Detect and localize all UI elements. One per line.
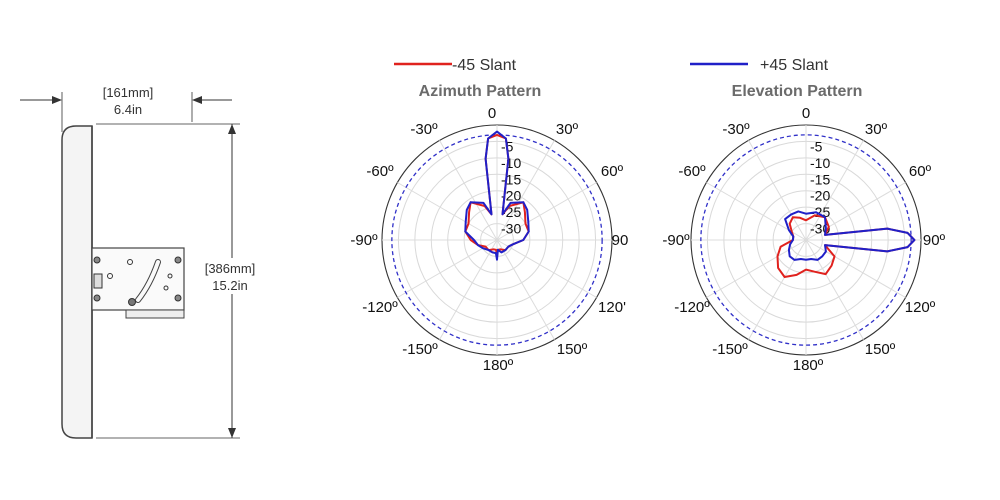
polar-grid-spoke: [805, 140, 864, 241]
polar-grid-spoke: [397, 239, 498, 298]
bracket-bolt: [93, 294, 101, 302]
width-mm-label: [161mm]: [103, 85, 154, 100]
bracket-clamp: [93, 273, 103, 289]
polar-trace-neg45: [776, 214, 916, 278]
polar-grid-spoke: [496, 182, 597, 241]
az-angle-60: 60º: [601, 163, 624, 180]
legend: -45 Slant +45 Slant: [394, 57, 829, 74]
antenna-side-view: [161mm] 6.4in [386mm] 15.2in: [20, 85, 266, 439]
az-angle-m60: -60º: [366, 163, 394, 180]
legend-label-pos45: +45 Slant: [760, 57, 829, 74]
azimuth-traces: [464, 130, 530, 261]
az-angle-m150: -150º: [402, 341, 438, 358]
el-angle-0: 0: [802, 105, 810, 122]
el-angle-150: 150º: [865, 341, 896, 358]
az-angle-90: 90: [612, 232, 629, 249]
polar-trace-pos45: [784, 210, 916, 261]
polar-grid-spoke: [397, 182, 498, 241]
polar-grid-spoke: [496, 239, 597, 298]
az-angle-30: 30º: [556, 121, 579, 138]
polar-grid-spoke: [748, 239, 807, 340]
polar-grid-spoke: [496, 140, 555, 241]
bracket-bolt: [128, 298, 136, 306]
azimuth-grid: [381, 124, 613, 356]
polar-grid-spoke: [805, 239, 906, 298]
az-angle-m90: -90º: [350, 232, 378, 249]
elevation-chart-title: Elevation Pattern: [732, 83, 863, 100]
el-angle-30: 30º: [865, 121, 888, 138]
bracket-bolt: [163, 285, 169, 291]
polar-grid-spoke: [439, 140, 498, 241]
polar-ring-label: -20: [810, 188, 830, 204]
el-angle-m120: -120º: [674, 299, 710, 316]
polar-reference-circle: [700, 134, 912, 346]
polar-ring-label: -20: [501, 188, 521, 204]
az-angle-120: 120': [598, 299, 626, 316]
polar-grid-spoke: [805, 182, 906, 241]
bracket-bolt: [174, 294, 182, 302]
bracket-bolt: [127, 259, 133, 265]
az-angle-m120: -120º: [362, 299, 398, 316]
el-angle-120: 120º: [905, 299, 936, 316]
bracket-bolt: [107, 273, 113, 279]
bracket-bolt: [167, 273, 173, 279]
polar-grid-spoke: [439, 239, 498, 340]
azimuth-chart-title: Azimuth Pattern: [419, 83, 542, 100]
polar-trace-pos45: [464, 130, 530, 261]
el-angle-60: 60º: [909, 163, 932, 180]
az-angle-180: 180º: [483, 357, 514, 374]
el-angle-m30: -30º: [722, 121, 750, 138]
polar-grid-spoke: [805, 239, 864, 340]
el-angle-180: 180º: [793, 357, 824, 374]
el-angle-m90: -90º: [662, 232, 690, 249]
legend-label-neg45: -45 Slant: [452, 57, 517, 74]
polar-ring-label: -15: [501, 171, 521, 187]
polar-ring-label: -30: [501, 221, 521, 237]
polar-grid-spoke: [748, 140, 807, 241]
polar-grid-spoke: [496, 239, 555, 340]
height-in-label: 15.2in: [212, 278, 247, 293]
azimuth-ring-labels: -5-10-15-20-25-30: [501, 138, 521, 236]
az-angle-0: 0: [488, 105, 496, 122]
mounting-bracket-foot: [125, 309, 185, 319]
elevation-angle-labels: 0 30º 60º 90º 120º 150º 180º -150º -120º…: [662, 105, 945, 374]
el-angle-m60: -60º: [678, 163, 706, 180]
height-mm-label: [386mm]: [205, 261, 256, 276]
polar-ring-label: -15: [810, 171, 830, 187]
elevation-polar-chart: Elevation Pattern -5-10-15-20-25-30 0 30…: [662, 83, 945, 374]
polar-ring-label: -5: [810, 138, 823, 154]
azimuth-angle-labels: 0 30º 60º 90 120' 150º 180º -150º -120º …: [350, 105, 628, 374]
polar-reference-circle: [391, 134, 603, 346]
el-angle-90: 90º: [923, 232, 946, 249]
width-in-label: 6.4in: [114, 102, 142, 117]
az-angle-m30: -30º: [410, 121, 438, 138]
az-angle-150: 150º: [557, 341, 588, 358]
elevation-traces: [776, 210, 916, 278]
el-angle-m150: -150º: [712, 341, 748, 358]
bracket-bolt: [93, 256, 101, 264]
bracket-bolt: [174, 256, 182, 264]
polar-ring-label: -10: [810, 155, 830, 171]
elevation-grid: [690, 124, 922, 356]
azimuth-polar-chart: Azimuth Pattern -5-10-15-20-25-30 0 30º …: [350, 83, 628, 374]
antenna-radome: [61, 125, 93, 439]
polar-ring-label: -10: [501, 155, 521, 171]
